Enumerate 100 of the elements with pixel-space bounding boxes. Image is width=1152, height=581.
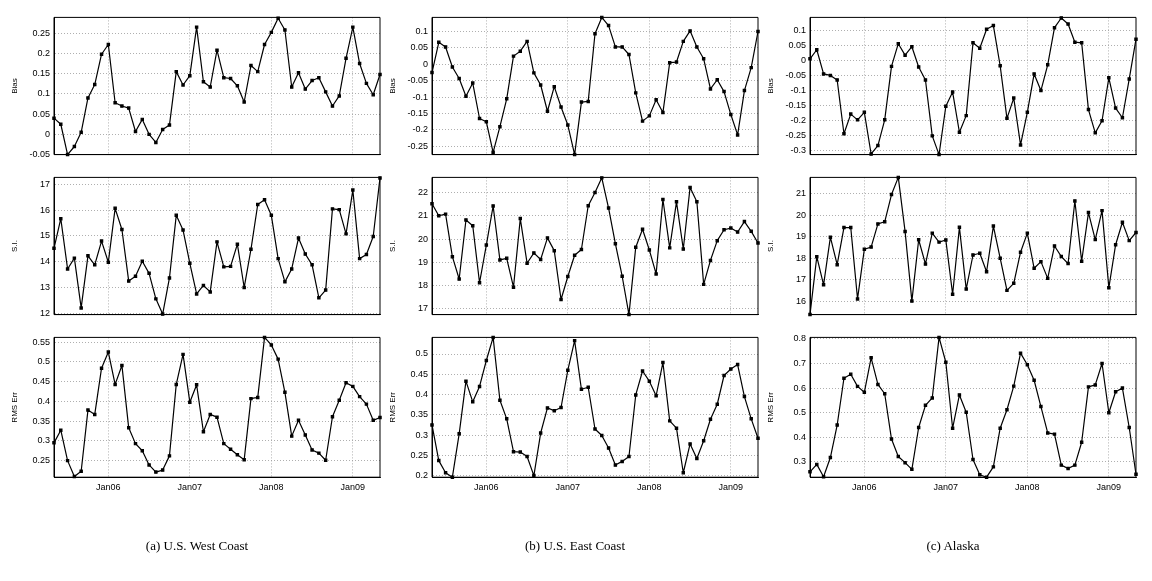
- point: [1066, 22, 1070, 26]
- point: [498, 124, 502, 129]
- y-axis-title: Bias: [10, 78, 19, 94]
- point: [242, 458, 246, 462]
- point: [1100, 208, 1104, 213]
- point: [916, 238, 921, 242]
- point: [998, 256, 1002, 260]
- point: [249, 396, 253, 401]
- point: [310, 448, 314, 452]
- point: [620, 459, 624, 464]
- point: [256, 395, 260, 400]
- point: [640, 227, 645, 231]
- y-axis-title: RMS Err: [10, 391, 19, 423]
- point: [1120, 220, 1125, 224]
- x-tick-label: Jan07: [555, 482, 581, 493]
- point: [194, 383, 199, 387]
- point: [613, 45, 618, 49]
- point: [1039, 88, 1043, 93]
- point: [950, 426, 955, 430]
- y-tick-label: 0.05: [410, 42, 428, 53]
- point: [106, 350, 111, 354]
- y-tick-label: -0.05: [785, 69, 806, 80]
- point: [113, 101, 117, 105]
- y-tick-label: 0.45: [410, 368, 428, 379]
- point: [532, 251, 536, 255]
- point: [344, 232, 348, 236]
- point: [99, 366, 104, 370]
- point: [52, 441, 56, 445]
- text: (a) U.S. West Coast: [144, 538, 250, 554]
- point: [351, 188, 355, 192]
- y-tick-label: 13: [39, 282, 50, 293]
- point: [303, 252, 308, 256]
- point: [181, 228, 185, 232]
- point: [978, 46, 982, 50]
- point: [378, 415, 382, 420]
- y-tick-label: -0.2: [412, 124, 428, 135]
- point: [1073, 199, 1077, 203]
- point: [937, 240, 941, 244]
- y-tick-label: 0.3: [415, 429, 428, 440]
- point: [862, 247, 867, 251]
- point: [262, 198, 267, 202]
- point: [437, 458, 441, 463]
- point: [371, 234, 375, 239]
- point: [317, 296, 321, 300]
- point: [484, 120, 489, 124]
- point: [443, 45, 448, 49]
- point: [849, 372, 853, 377]
- x-tick-label: Jan08: [259, 482, 284, 493]
- point: [525, 261, 529, 265]
- point: [681, 471, 686, 475]
- point: [1079, 41, 1084, 45]
- point: [749, 65, 753, 70]
- point: [978, 251, 982, 256]
- point: [430, 70, 434, 75]
- text: (c) Alaska: [925, 538, 981, 554]
- x-tick-label: Jan09: [1096, 482, 1122, 493]
- point: [923, 262, 928, 266]
- x-tick-label: Jan06: [852, 482, 877, 493]
- point: [1005, 408, 1009, 412]
- point: [957, 130, 962, 134]
- point: [491, 150, 495, 155]
- point: [1018, 250, 1023, 254]
- y-tick-label: -0.1: [412, 91, 428, 102]
- point: [174, 69, 178, 74]
- y-tick-label: 15: [39, 230, 50, 241]
- point: [484, 243, 489, 247]
- point: [86, 408, 90, 412]
- point: [944, 238, 948, 242]
- point: [215, 240, 219, 244]
- point: [378, 176, 382, 180]
- point: [371, 418, 375, 423]
- point: [208, 290, 212, 294]
- point: [586, 99, 590, 104]
- y-tick-label: 0.45: [32, 376, 50, 387]
- point: [525, 39, 529, 44]
- point: [957, 393, 962, 397]
- point: [991, 465, 996, 469]
- point: [154, 470, 158, 474]
- point: [93, 412, 97, 417]
- y-tick-label: -0.2: [790, 115, 806, 126]
- point: [998, 64, 1002, 68]
- y-tick-label: 0.25: [410, 449, 428, 460]
- point: [1032, 72, 1036, 76]
- point: [344, 56, 348, 61]
- point: [661, 110, 665, 115]
- point: [903, 229, 907, 234]
- point: [1012, 384, 1016, 388]
- point: [188, 261, 192, 266]
- point: [242, 285, 246, 290]
- point: [1107, 76, 1111, 80]
- y-tick-label: 17: [795, 274, 806, 285]
- point: [821, 72, 826, 76]
- point: [147, 271, 151, 276]
- point: [1134, 472, 1138, 476]
- point: [106, 260, 111, 264]
- point: [1086, 385, 1091, 389]
- point: [545, 109, 550, 114]
- y-tick-label: 0.15: [32, 68, 50, 79]
- point: [749, 229, 753, 234]
- point: [600, 176, 604, 180]
